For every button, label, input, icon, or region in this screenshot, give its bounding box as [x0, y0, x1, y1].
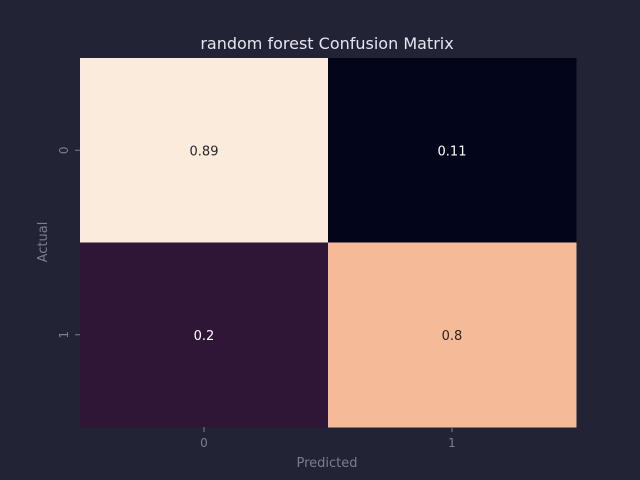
- chart-title: random forest Confusion Matrix: [200, 34, 453, 53]
- cell-value-label-r0-c0: 0.89: [190, 144, 219, 159]
- cell-value-label-r1-c0: 0.2: [194, 329, 215, 344]
- heatmap-cell-r0-c1: [328, 58, 577, 243]
- heatmap-cell-r1-c1: [328, 242, 577, 428]
- heatmap-cells: [80, 58, 577, 428]
- y-tick-label: 0: [57, 146, 71, 154]
- heatmap-cell-r1-c0: [80, 242, 329, 428]
- y-tick-label: 1: [57, 331, 71, 339]
- heatmap-cell-r0-c0: [80, 58, 329, 243]
- x-axis-label: Predicted: [296, 456, 357, 471]
- y-axis-ticks: 01: [57, 146, 80, 339]
- x-tick-label: 0: [200, 436, 208, 450]
- heatmap-cell-labels: 0.89 0.11 0.2 0.8: [190, 144, 467, 344]
- cell-value-label-r0-c1: 0.11: [438, 144, 467, 159]
- cell-value-label-r1-c1: 0.8: [442, 329, 463, 344]
- x-tick-label: 1: [448, 436, 456, 450]
- y-axis-label: Actual: [36, 222, 51, 263]
